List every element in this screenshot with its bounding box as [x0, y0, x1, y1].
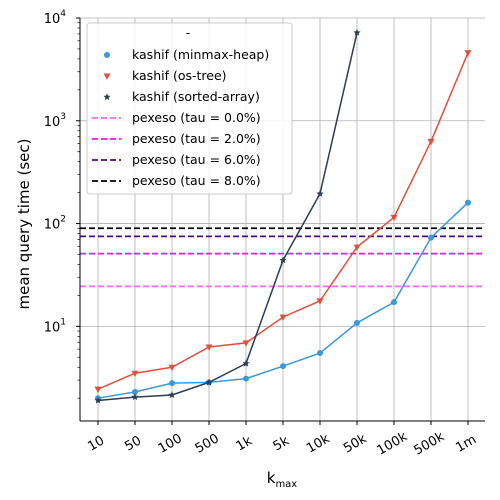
data-point	[131, 393, 139, 401]
series-group	[95, 199, 471, 402]
data-point	[169, 380, 175, 387]
data-point	[317, 350, 323, 357]
y-tick-label-exponent: 1	[60, 317, 66, 327]
legend-label: kashif (sorted-array)	[132, 89, 260, 104]
y-tick-label-base: 10	[44, 12, 61, 27]
legend-item: pexeso (tau = 0.0%)	[92, 110, 261, 125]
data-point	[243, 375, 249, 382]
y-tick-label: 102	[44, 215, 66, 233]
legend-label: pexeso (tau = 0.0%)	[132, 110, 261, 125]
data-point	[280, 363, 286, 370]
data-point	[465, 199, 471, 206]
x-tick-label: 1m	[453, 432, 479, 455]
data-point	[279, 256, 287, 264]
data-point	[205, 344, 213, 351]
x-tick-label: 10	[85, 433, 107, 454]
y-tick-label-exponent: 3	[60, 112, 66, 122]
data-point	[353, 244, 361, 251]
legend-item: pexeso (tau = 6.0%)	[92, 152, 261, 167]
legend-label: pexeso (tau = 8.0%)	[132, 173, 261, 188]
y-axis-title: mean query time (sec)	[15, 138, 33, 309]
data-point	[168, 391, 176, 399]
data-point	[131, 370, 139, 378]
data-point	[104, 52, 110, 58]
data-point	[103, 73, 111, 80]
y-tick-label: 101	[44, 317, 66, 335]
x-tick-label: 100k	[374, 429, 410, 458]
legend-label: pexeso (tau = 6.0%)	[132, 152, 261, 167]
data-point	[94, 396, 102, 404]
data-point	[427, 138, 435, 146]
data-point	[390, 214, 398, 222]
series-group	[94, 50, 472, 393]
data-point	[316, 189, 324, 197]
reference-lines	[80, 227, 485, 288]
x-axis-title-subscript: max	[275, 479, 297, 490]
x-tick-label: 50k	[341, 431, 370, 456]
data-point	[391, 299, 397, 306]
data-point	[242, 359, 250, 367]
y-tick-label-base: 10	[44, 218, 61, 233]
data-point	[279, 314, 287, 321]
x-axis-title-main: k	[267, 469, 276, 487]
series-line	[97, 32, 358, 402]
y-tick-label: 104	[44, 9, 67, 27]
legend-label: kashif (os-tree)	[132, 68, 227, 83]
legend-item: kashif (sorted-array)	[103, 89, 260, 104]
legend-item: pexeso (tau = 2.0%)	[92, 131, 261, 146]
x-tick-label: 100	[156, 431, 185, 456]
data-point	[205, 378, 213, 386]
x-tick-label: 10k	[304, 431, 333, 456]
data-point	[464, 50, 472, 57]
data-point	[103, 93, 111, 101]
y-tick-label-base: 10	[44, 320, 61, 335]
data-point	[242, 340, 250, 347]
data-point	[353, 28, 361, 36]
legend: - kashif (minmax-heap) kashif (os-tree) kas…	[86, 22, 293, 195]
legend-item: pexeso (tau = 8.0%)	[92, 173, 261, 188]
y-tick-label: 103	[44, 112, 66, 130]
data-point	[132, 388, 138, 395]
data-point	[168, 364, 176, 372]
legend-box	[86, 22, 293, 195]
legend-label: kashif (minmax-heap)	[132, 47, 269, 62]
x-tick-label: 500	[193, 431, 222, 456]
legend-title: -	[186, 25, 191, 40]
y-tick-label-exponent: 2	[60, 215, 66, 225]
y-tick-label-base: 10	[44, 115, 61, 130]
data-point	[316, 298, 324, 305]
legend-item: kashif (os-tree)	[103, 68, 227, 83]
data-point	[94, 386, 102, 393]
data-point	[428, 234, 434, 241]
x-axis-title: kmax	[267, 469, 298, 490]
x-tick-label: 50	[122, 433, 144, 454]
x-tick-label: 500k	[411, 429, 447, 458]
series	[94, 28, 472, 404]
legend-item: kashif (minmax-heap)	[104, 47, 269, 62]
x-tick-label: 1k	[234, 433, 256, 454]
y-tick-label-exponent: 4	[60, 9, 66, 19]
x-tick-label: 5k	[271, 433, 293, 454]
legend-label: pexeso (tau = 2.0%)	[132, 131, 261, 146]
series-group	[94, 28, 361, 404]
data-point	[354, 319, 360, 326]
